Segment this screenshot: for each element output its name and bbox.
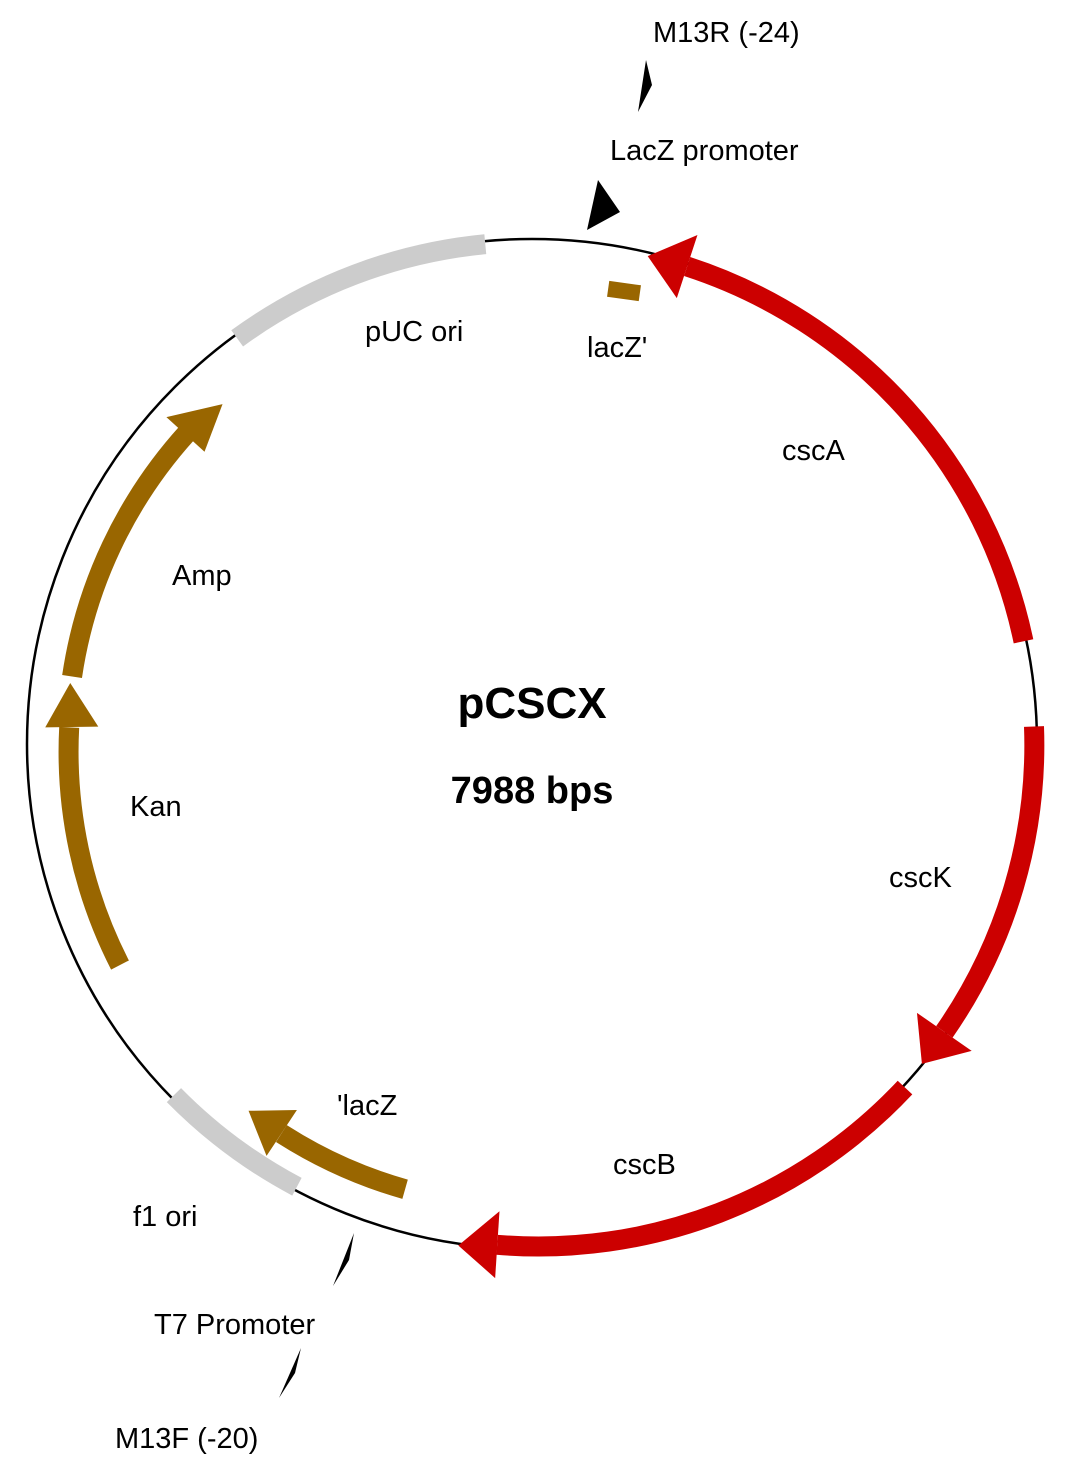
kan-arrowhead-icon — [45, 683, 99, 728]
t7-promoter-label: T7 Promoter — [154, 1309, 315, 1341]
lacz-prime-label: lacZ' — [587, 332, 647, 364]
prime-lacz-label: 'lacZ — [337, 1090, 397, 1122]
lacz-promoter-marker-icon — [587, 180, 620, 230]
t7-promoter-marker-icon — [333, 1233, 354, 1286]
kan-arrow-body — [58, 726, 129, 970]
cscb-label: cscB — [613, 1149, 676, 1181]
m13r-label: M13R (-24) — [653, 17, 800, 49]
f1-ori-feature — [166, 1088, 302, 1196]
cscb-arrowhead-icon — [458, 1211, 500, 1279]
f1-ori-label: f1 ori — [133, 1201, 197, 1233]
m13f-label: M13F (-20) — [115, 1423, 258, 1455]
cscb-arrow-body — [496, 1080, 913, 1257]
plasmid-size: 7988 bps — [451, 770, 614, 812]
csck-arrowhead-icon — [916, 1012, 972, 1064]
prime-lacz-arrowhead-icon — [248, 1110, 297, 1156]
amp-arrowhead-icon — [166, 404, 223, 452]
csck-arrow-body — [936, 726, 1045, 1038]
puc-ori-feature — [231, 234, 487, 347]
amp-label: Amp — [172, 560, 232, 592]
m13f-primer-icon — [279, 1348, 301, 1398]
lacz-prime-feature — [607, 280, 641, 302]
lacz-promoter-label: LacZ promoter — [610, 135, 799, 167]
plasmid-name: pCSCX — [457, 679, 606, 728]
amp-arrow-body — [62, 426, 195, 678]
prime-lacz-arrow-body — [276, 1125, 408, 1199]
csca-arrowhead-icon — [647, 234, 698, 299]
kan-label: Kan — [130, 791, 182, 823]
puc-ori-label: pUC ori — [365, 316, 463, 348]
csck-label: cscK — [889, 862, 953, 894]
csca-label: cscA — [782, 435, 846, 467]
m13r-primer-icon — [638, 60, 652, 112]
csca-arrow-body — [684, 257, 1034, 644]
